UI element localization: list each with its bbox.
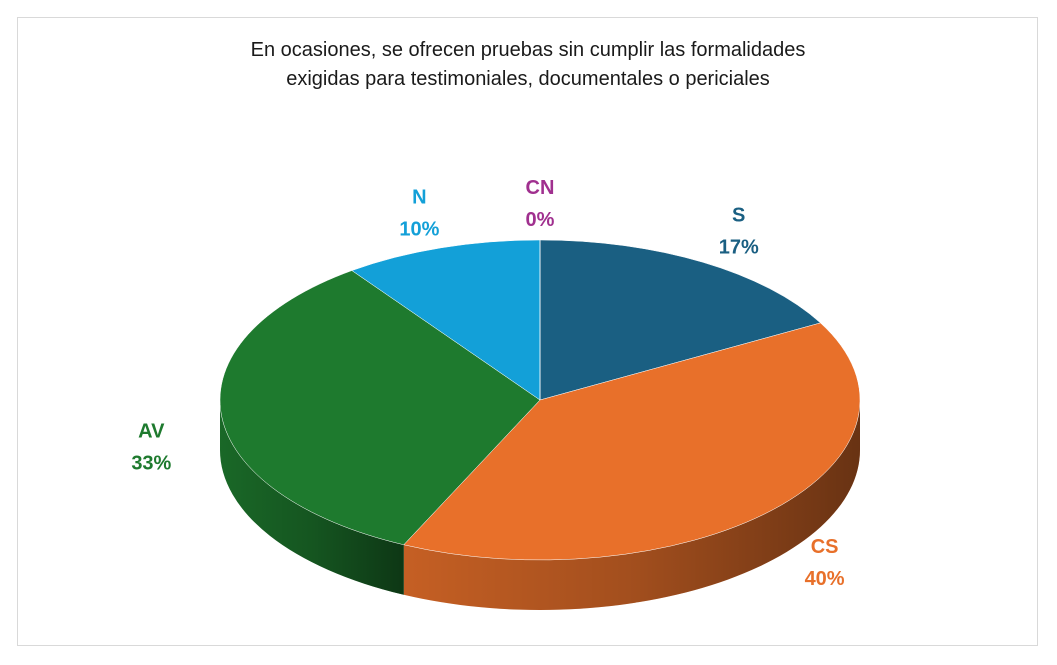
slice-label: AV	[138, 421, 165, 443]
slice-value-label: 40%	[805, 568, 845, 590]
slice-label: N	[412, 187, 426, 209]
slice-value-label: 17%	[719, 236, 759, 258]
slice-label: CN	[526, 177, 555, 199]
slice-label: S	[732, 204, 745, 226]
slice	[539, 239, 821, 401]
slice-value-label: 10%	[399, 219, 439, 241]
slice-value-label: 33%	[131, 453, 171, 475]
slice-side-shade	[403, 400, 860, 610]
slice	[219, 270, 541, 546]
slice-side-shade	[220, 400, 404, 595]
slice-label: CS	[811, 536, 839, 558]
slice	[351, 239, 541, 401]
slice	[403, 322, 861, 561]
chart-title: En ocasiones, se ofrecen pruebas sin cum…	[250, 39, 806, 90]
slice-value-label: 0%	[526, 209, 555, 231]
